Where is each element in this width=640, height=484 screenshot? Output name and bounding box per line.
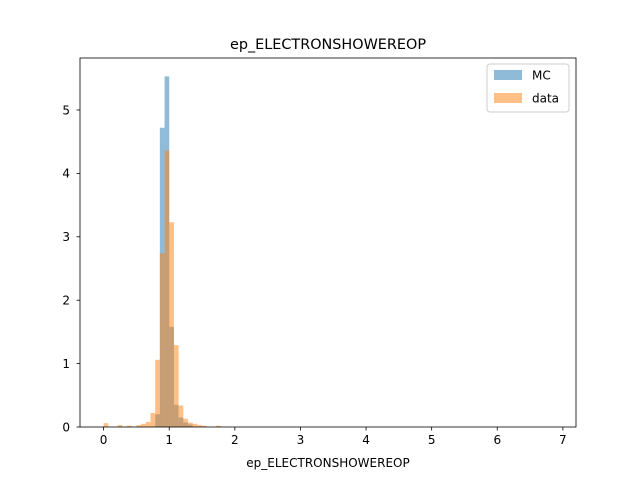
legend-swatch-MC bbox=[494, 70, 522, 80]
legend-label-MC: MC bbox=[532, 69, 551, 83]
bar-data-10 bbox=[169, 222, 174, 427]
x-tick-label: 7 bbox=[559, 433, 567, 447]
x-tick-label: 2 bbox=[231, 433, 239, 447]
x-tick-label: 1 bbox=[165, 433, 173, 447]
bar-data-16 bbox=[197, 425, 203, 427]
x-axis-label: ep_ELECTRONSHOWEREOP bbox=[246, 456, 409, 470]
bar-data-15 bbox=[192, 423, 198, 427]
bar-data-18 bbox=[216, 425, 221, 427]
plot-frame bbox=[79, 57, 577, 428]
bar-data-6 bbox=[150, 413, 156, 427]
bar-data-3 bbox=[136, 425, 142, 427]
legend-swatch-data bbox=[494, 93, 522, 103]
histogram-bars bbox=[103, 76, 221, 427]
y-tick-label: 5 bbox=[62, 103, 70, 117]
bar-data-2 bbox=[127, 425, 132, 427]
bar-data-8 bbox=[159, 253, 165, 427]
x-tick-label: 5 bbox=[428, 433, 436, 447]
bar-data-14 bbox=[187, 422, 193, 427]
bar-data-1 bbox=[117, 425, 123, 427]
axes: 0 1 2 3 4 5 6 7 0 1 2 3 4 5 bbox=[62, 57, 577, 447]
bar-data-17 bbox=[202, 425, 207, 427]
bar-data-5 bbox=[145, 421, 151, 427]
series-data bbox=[103, 150, 221, 427]
x-tick-label: 6 bbox=[493, 433, 501, 447]
x-tick-label: 4 bbox=[362, 433, 370, 447]
bar-data-11 bbox=[173, 345, 179, 427]
x-tick-label: 0 bbox=[100, 433, 108, 447]
legend: MC data bbox=[486, 63, 570, 113]
y-tick-label: 3 bbox=[62, 230, 70, 244]
bar-data-0 bbox=[103, 423, 109, 427]
chart-title: ep_ELECTRONSHOWEREOP bbox=[230, 37, 426, 53]
legend-label-data: data bbox=[532, 92, 559, 106]
bar-data-12 bbox=[178, 405, 184, 427]
y-tick-label: 2 bbox=[62, 293, 70, 307]
y-tick-label: 4 bbox=[62, 167, 70, 181]
bar-data-13 bbox=[183, 418, 188, 427]
bar-data-7 bbox=[155, 359, 160, 427]
y-tick-label: 1 bbox=[62, 357, 70, 371]
y-tick-label: 0 bbox=[62, 420, 70, 434]
bar-data-9 bbox=[164, 150, 170, 427]
bar-data-4 bbox=[141, 423, 146, 427]
x-tick-label: 3 bbox=[297, 433, 305, 447]
